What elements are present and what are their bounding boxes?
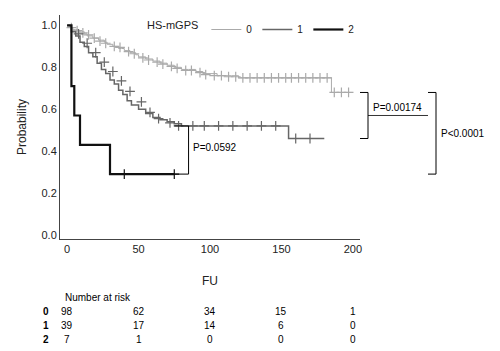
svg-text:200: 200: [344, 243, 362, 255]
svg-text:0: 0: [64, 243, 70, 255]
svg-text:1: 1: [297, 24, 303, 35]
svg-text:0.2: 0.2: [42, 187, 57, 199]
svg-text:17: 17: [133, 320, 145, 331]
svg-text:1: 1: [350, 306, 356, 317]
svg-text:0.6: 0.6: [42, 103, 57, 115]
svg-text:P=0.0592: P=0.0592: [193, 142, 237, 153]
svg-text:0: 0: [350, 334, 356, 345]
svg-text:50: 50: [132, 243, 144, 255]
svg-text:1: 1: [136, 334, 142, 345]
svg-text:14: 14: [204, 320, 216, 331]
svg-text:98: 98: [61, 306, 73, 317]
svg-text:0: 0: [350, 320, 356, 331]
svg-text:0.8: 0.8: [42, 61, 57, 73]
svg-text:0: 0: [207, 334, 213, 345]
svg-text:34: 34: [204, 306, 216, 317]
svg-text:P<0.0001: P<0.0001: [441, 128, 485, 139]
svg-text:0.4: 0.4: [42, 145, 57, 157]
svg-text:2: 2: [43, 334, 49, 345]
svg-text:0: 0: [43, 306, 49, 317]
svg-text:FU: FU: [202, 274, 218, 288]
svg-text:1.0: 1.0: [42, 19, 57, 31]
svg-text:100: 100: [201, 243, 219, 255]
svg-text:39: 39: [61, 320, 73, 331]
svg-text:0: 0: [246, 24, 252, 35]
svg-text:0: 0: [278, 334, 284, 345]
svg-text:HS-mGPS: HS-mGPS: [147, 19, 198, 31]
svg-text:150: 150: [272, 243, 290, 255]
svg-text:0.0: 0.0: [42, 229, 57, 241]
svg-text:6: 6: [278, 320, 284, 331]
svg-text:P=0.00174: P=0.00174: [373, 102, 422, 113]
svg-text:Number at risk: Number at risk: [65, 292, 131, 303]
svg-text:62: 62: [133, 306, 145, 317]
svg-text:2: 2: [348, 24, 354, 35]
svg-text:7: 7: [64, 334, 70, 345]
svg-text:Probability: Probability: [15, 99, 29, 155]
svg-text:1: 1: [43, 320, 49, 331]
svg-text:15: 15: [275, 306, 287, 317]
